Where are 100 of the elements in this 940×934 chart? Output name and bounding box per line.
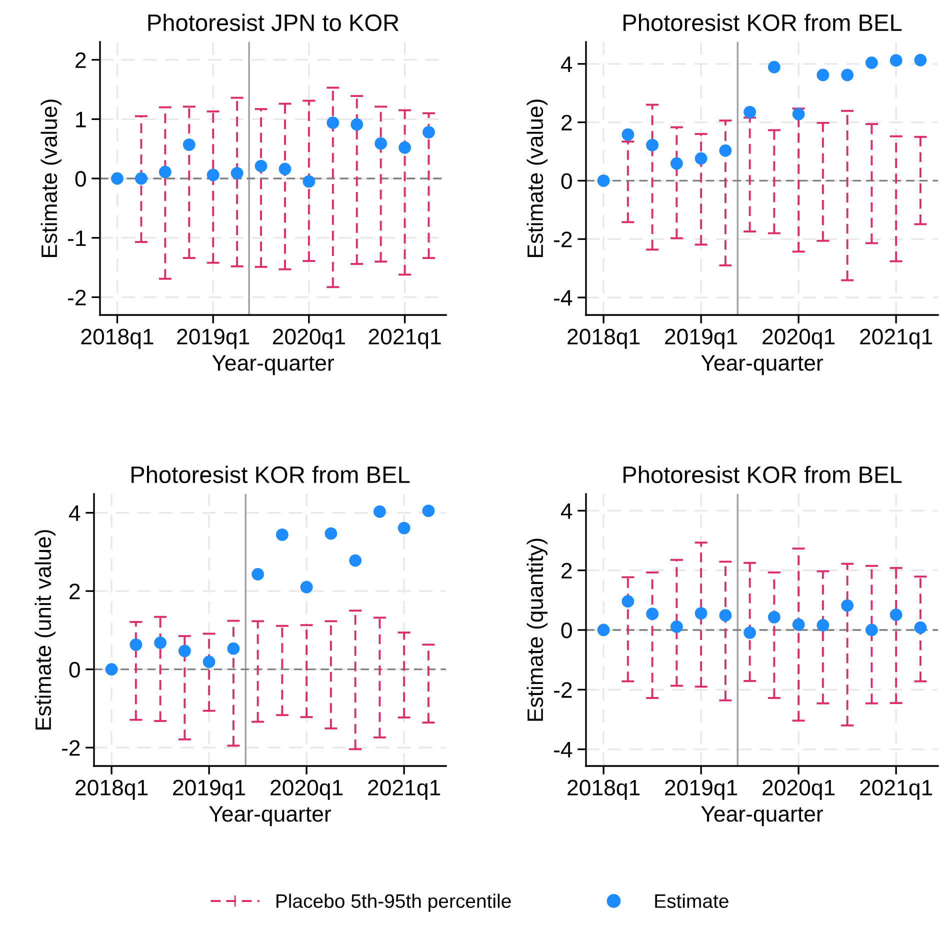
y-tick-label: 0	[561, 622, 572, 638]
y-tick-label: 4	[560, 56, 572, 72]
x-tick-label: 2020q1	[270, 780, 343, 800]
point	[105, 663, 118, 676]
y-axis-title: Estimate (quantity)	[526, 538, 548, 721]
point	[374, 137, 388, 150]
x-tick-label: 2018q1	[568, 328, 640, 349]
chart-title: Photoresist KOR from BEL	[624, 466, 902, 484]
point	[300, 580, 313, 594]
point	[230, 166, 244, 180]
point	[694, 607, 708, 620]
point	[422, 126, 435, 138]
point	[349, 554, 362, 567]
y-tick-label: -2	[554, 232, 572, 248]
x-tick-label: 2018q1	[568, 780, 640, 800]
point	[278, 162, 292, 176]
point	[135, 172, 148, 185]
point	[597, 174, 610, 187]
y-tick-label: -4	[554, 742, 572, 758]
chart-title: Photoresist KOR from BEL	[132, 466, 410, 484]
y-tick-label: -2	[62, 740, 80, 756]
point	[227, 642, 240, 655]
y-tick-label: 2	[70, 584, 80, 600]
point	[398, 141, 411, 154]
point	[324, 527, 338, 540]
y-axis-title: Estimate (value)	[526, 100, 548, 257]
y-tick-label: 0	[69, 662, 80, 678]
point	[597, 624, 610, 636]
y-tick-label: 2	[76, 52, 86, 68]
chart-title: Photoresist JPN to KOR	[148, 14, 399, 32]
point	[154, 636, 167, 649]
point	[841, 68, 854, 82]
point	[182, 138, 196, 151]
chart-title: Photoresist KOR from BEL	[624, 14, 902, 32]
point	[252, 568, 264, 580]
y-tick-label: -1	[68, 230, 86, 246]
point	[890, 54, 902, 67]
y-axis-title: Estimate (unit value)	[34, 530, 56, 730]
point	[622, 128, 634, 141]
point	[816, 619, 830, 632]
x-tick-label: 2019q1	[177, 328, 250, 349]
x-tick-label: 2018q1	[81, 328, 154, 349]
point	[744, 106, 756, 118]
y-tick-label: 2	[562, 562, 572, 578]
point	[398, 522, 410, 534]
y-tick-label: 4	[560, 503, 572, 519]
point	[768, 60, 780, 74]
point	[670, 620, 683, 633]
y-tick-label: 4	[68, 506, 80, 521]
y-tick-label: 0	[561, 173, 572, 189]
x-tick-label: 2021q1	[368, 780, 440, 800]
x-tick-label: 2021q1	[368, 328, 441, 349]
x-tick-label: 2021q1	[860, 780, 932, 800]
point	[768, 610, 780, 624]
point	[302, 175, 316, 188]
point	[130, 638, 142, 651]
point	[719, 609, 732, 622]
point	[422, 504, 435, 518]
point	[841, 599, 854, 612]
x-tick-label: 2020q1	[272, 328, 345, 349]
x-tick-label: 2019q1	[665, 328, 738, 349]
y-tick-label: -2	[68, 290, 86, 306]
y-tick-label: 2	[562, 114, 572, 130]
y-tick-label: 1	[76, 112, 86, 128]
point	[646, 608, 659, 620]
point	[792, 618, 805, 631]
point	[719, 144, 732, 157]
point	[646, 138, 659, 152]
point	[670, 157, 683, 170]
x-tick-label: 2019q1	[665, 780, 738, 800]
x-tick-label: 2019q1	[173, 780, 246, 800]
x-tick-label: 2021q1	[860, 328, 932, 349]
point	[890, 608, 902, 621]
x-axis-title: Year-quarter	[212, 355, 334, 376]
point	[914, 54, 927, 66]
point	[373, 505, 386, 518]
text: Placebo 5th-95th percentile	[276, 894, 511, 912]
point	[206, 168, 220, 182]
point	[816, 68, 830, 82]
point	[276, 528, 288, 541]
point	[111, 172, 124, 185]
y-tick-label: -4	[554, 290, 572, 306]
point	[694, 152, 708, 165]
point	[865, 56, 878, 69]
x-tick-label: 2018q1	[76, 780, 148, 800]
point	[744, 626, 756, 639]
point	[792, 108, 805, 120]
point	[178, 644, 191, 658]
x-axis-title: Year-quarter	[701, 355, 823, 376]
point	[865, 624, 878, 636]
point	[158, 166, 172, 178]
x-tick-label: 2020q1	[762, 328, 835, 349]
point	[254, 160, 268, 172]
y-tick-label: -2	[554, 682, 572, 698]
point	[914, 621, 927, 634]
point	[326, 116, 340, 129]
legend-label: Estimate	[655, 894, 728, 908]
point	[350, 118, 364, 131]
x-tick-label: 2020q1	[762, 780, 835, 800]
y-axis-title: Estimate (value)	[40, 100, 62, 257]
